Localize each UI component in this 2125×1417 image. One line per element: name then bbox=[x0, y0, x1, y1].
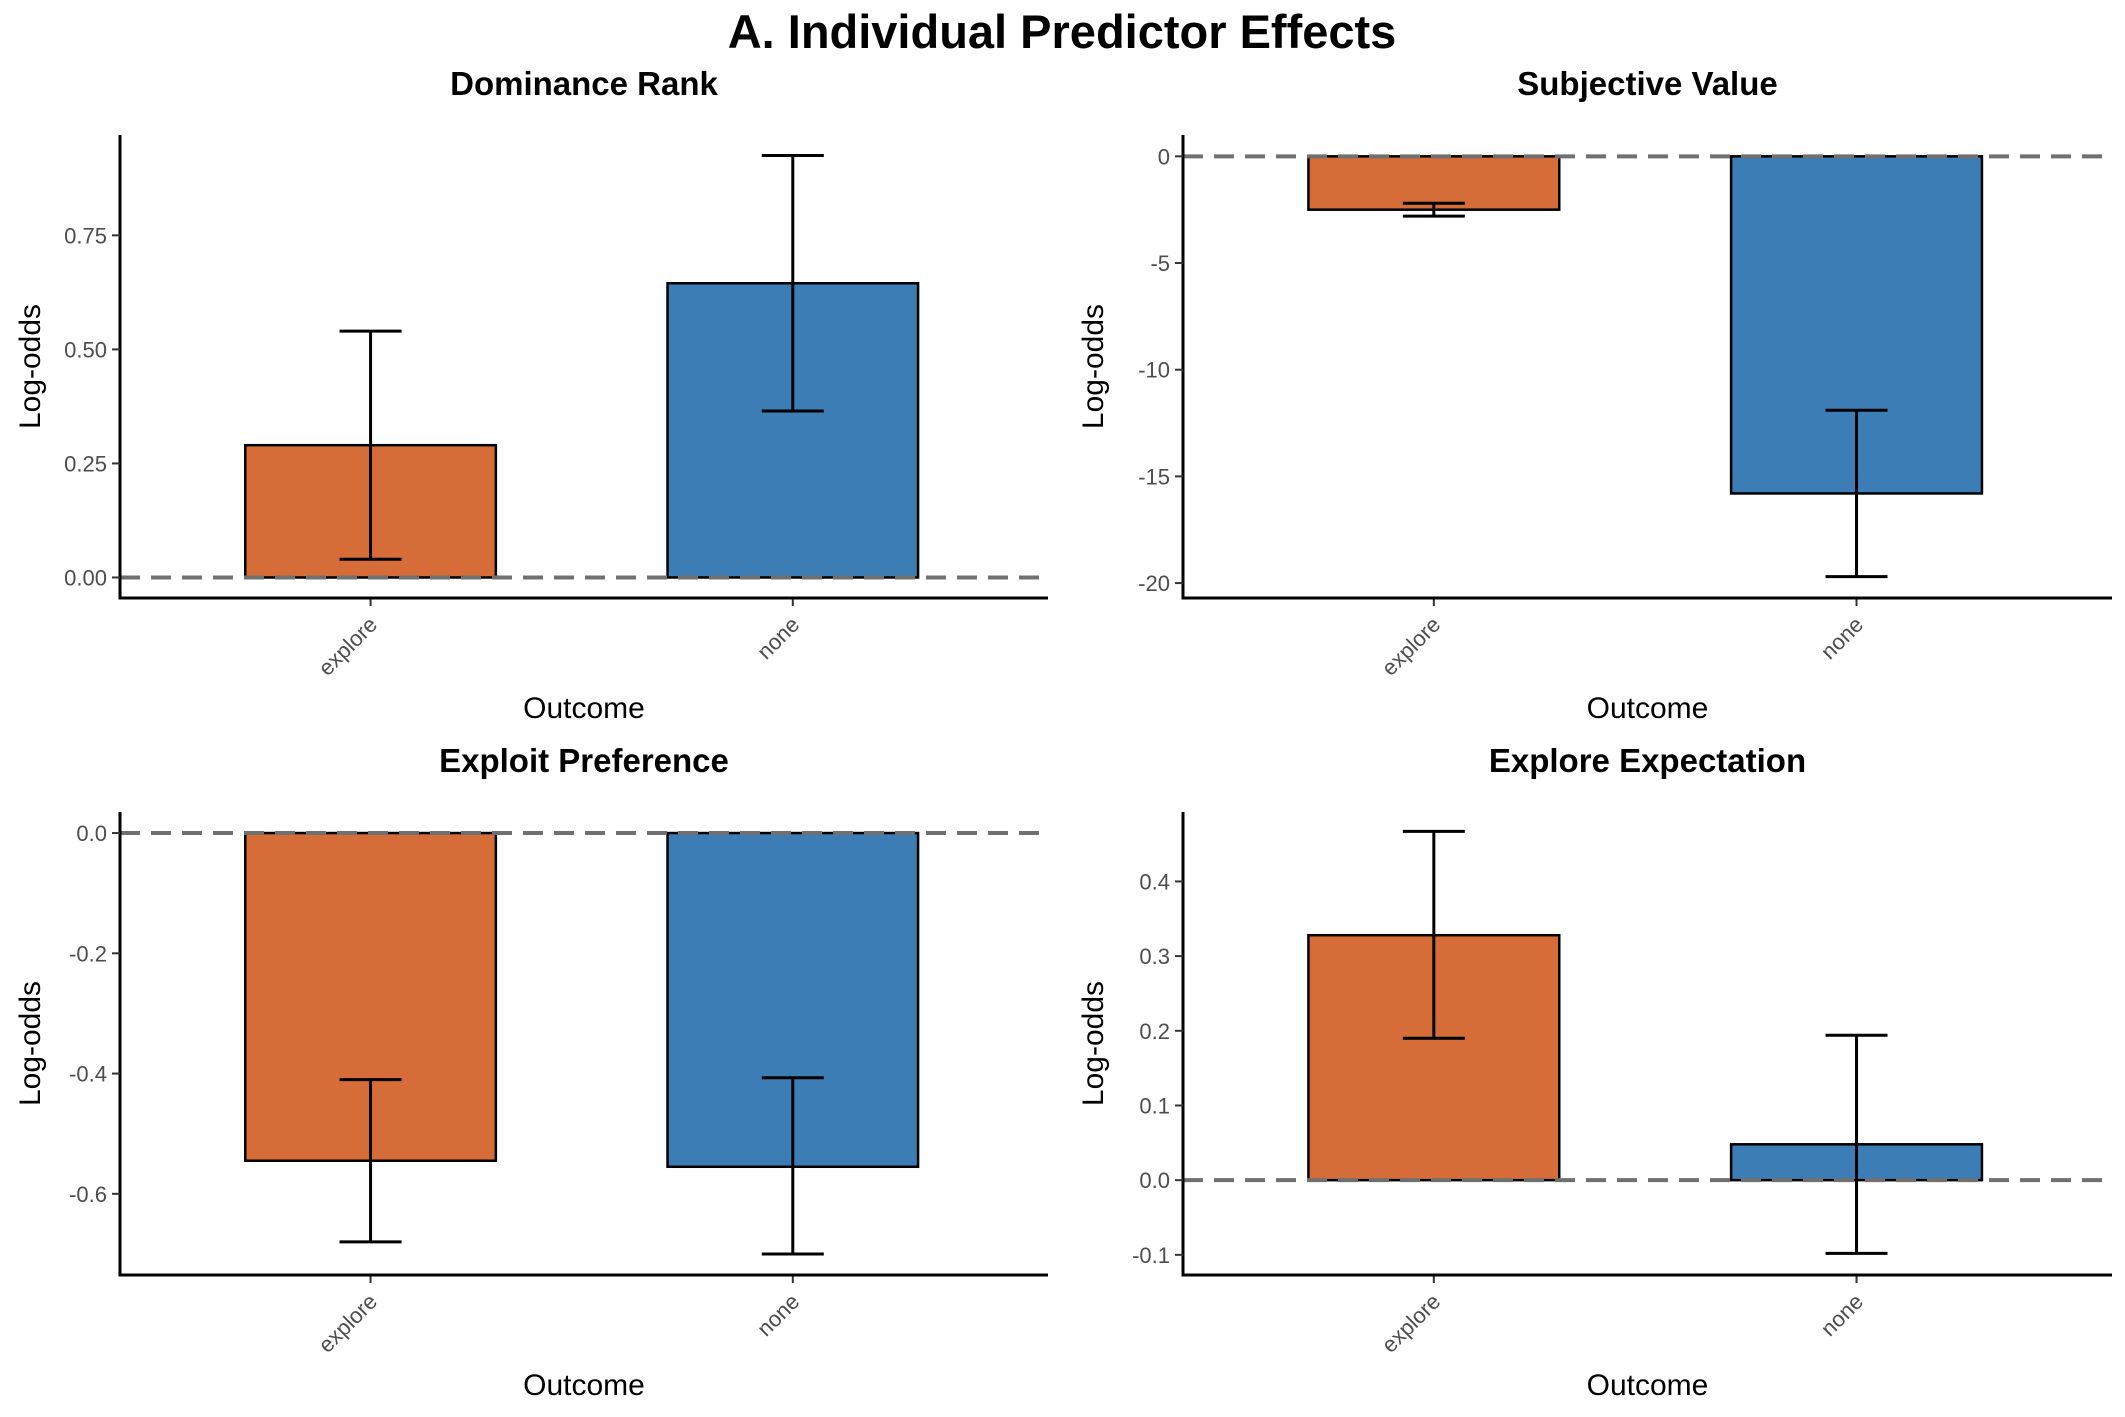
x-axis-title: Outcome bbox=[523, 692, 645, 725]
y-tick-label: 0.0 bbox=[76, 821, 107, 846]
x-tick-label: none bbox=[1816, 612, 1868, 664]
panel-title: Exploit Preference bbox=[439, 742, 729, 779]
chart-panel-1: Dominance Rank explore none 0.00 0.25 0.50 0.7… bbox=[14, 65, 1048, 725]
x-tick-label: none bbox=[752, 1289, 804, 1341]
y-tick-label: -0.4 bbox=[69, 1062, 107, 1087]
x-axis-title: Outcome bbox=[1587, 1369, 1709, 1402]
y-tick-label: -0.2 bbox=[69, 941, 107, 966]
y-tick-label: 0.2 bbox=[1139, 1019, 1170, 1044]
y-tick-label: 0 bbox=[1158, 144, 1170, 169]
y-tick-label: -5 bbox=[1150, 251, 1170, 276]
x-tick-label: none bbox=[752, 612, 804, 664]
error-bar-explore bbox=[1402, 829, 1465, 1040]
y-tick-label: 0.4 bbox=[1139, 869, 1170, 894]
y-tick-label: 0.3 bbox=[1139, 944, 1170, 969]
y-tick-label: 0.75 bbox=[64, 223, 107, 248]
chart-panel-2: Subjective Value explore none 0 -5 -10 -15 -20 O… bbox=[1077, 65, 2112, 725]
y-tick-label: 0.1 bbox=[1139, 1093, 1170, 1118]
x-tick-label: explore bbox=[313, 1289, 382, 1358]
panel-title: Dominance Rank bbox=[450, 65, 718, 102]
chart-panel-4: Explore Expectation explore none 0.4 0.3 0.2 0… bbox=[1077, 742, 2112, 1402]
bar-explore bbox=[1307, 155, 1561, 211]
y-tick-label: -20 bbox=[1138, 571, 1170, 596]
panel-title: Subjective Value bbox=[1517, 65, 1777, 102]
y-tick-label: 0.50 bbox=[64, 337, 107, 362]
panel-title: Explore Expectation bbox=[1489, 742, 1806, 779]
figure-title: A. Individual Predictor Effects bbox=[728, 5, 1397, 58]
y-tick-label: -0.6 bbox=[69, 1182, 107, 1207]
y-axis-title: Log-odds bbox=[1077, 304, 1110, 429]
x-tick-label: none bbox=[1816, 1289, 1868, 1341]
x-tick-label: explore bbox=[313, 612, 382, 681]
error-bar-none bbox=[1825, 408, 1888, 579]
y-tick-label: -0.1 bbox=[1132, 1243, 1170, 1268]
x-tick-label: explore bbox=[1377, 612, 1446, 681]
y-tick-label: -15 bbox=[1138, 464, 1170, 489]
y-tick-label: 0.25 bbox=[64, 451, 107, 476]
y-tick-label: 0.0 bbox=[1139, 1168, 1170, 1193]
chart-panel-3: Exploit Preference explore none 0.0 -0.2 -0.4… bbox=[14, 742, 1048, 1402]
x-tick-label: explore bbox=[1377, 1289, 1446, 1358]
x-axis-title: Outcome bbox=[1587, 692, 1709, 725]
y-axis-title: Log-odds bbox=[1077, 981, 1110, 1106]
y-tick-label: 0.00 bbox=[64, 565, 107, 590]
error-bar-none bbox=[761, 154, 824, 413]
error-bar-explore bbox=[339, 329, 402, 561]
error-bar-explore bbox=[339, 1078, 402, 1244]
error-bar-explore bbox=[1402, 201, 1465, 218]
error-bar-none bbox=[1825, 1033, 1888, 1255]
x-axis-title: Outcome bbox=[523, 1369, 645, 1402]
y-axis-title: Log-odds bbox=[14, 304, 47, 429]
y-tick-label: -10 bbox=[1138, 358, 1170, 383]
error-bar-none bbox=[761, 1076, 824, 1256]
y-axis-title: Log-odds bbox=[14, 981, 47, 1106]
